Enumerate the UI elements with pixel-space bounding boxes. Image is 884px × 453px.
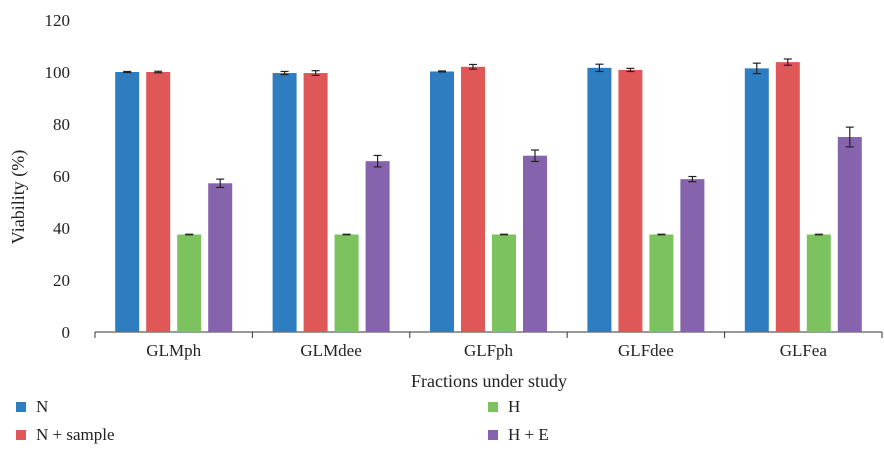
- bar: [680, 179, 705, 332]
- error-bar: [814, 233, 823, 236]
- error-bar: [531, 149, 539, 163]
- legend-item: H + E: [488, 425, 549, 444]
- error-bar: [657, 233, 666, 236]
- bar: [775, 62, 800, 333]
- x-tick-label: GLFph: [464, 341, 514, 360]
- legend-item: N: [16, 397, 48, 416]
- x-tick-label: GLMdee: [300, 341, 361, 360]
- error-bar: [595, 63, 604, 73]
- bar: [492, 234, 516, 332]
- x-tick-label: GLFdee: [618, 341, 674, 360]
- error-bar: [626, 67, 635, 73]
- error-bar: [469, 63, 477, 70]
- error-bar: [373, 154, 382, 168]
- x-tick-label: GLMph: [146, 341, 201, 360]
- legend-swatch: [16, 402, 26, 412]
- legend-swatch: [488, 430, 498, 440]
- bar: [649, 234, 674, 332]
- x-tick-label: GLFea: [780, 341, 828, 360]
- error-bar: [500, 233, 508, 236]
- error-bar: [185, 233, 194, 236]
- error-bar: [280, 70, 289, 76]
- bar: [744, 68, 769, 333]
- legend-label: H: [508, 397, 520, 416]
- y-tick-label: 100: [45, 63, 71, 82]
- error-bar: [845, 126, 854, 148]
- bar: [461, 66, 485, 333]
- bar: [272, 73, 297, 332]
- bar: [177, 234, 202, 332]
- bar: [146, 72, 171, 332]
- bar: [334, 234, 359, 332]
- legend-label: N + sample: [36, 425, 115, 444]
- y-tick-label: 60: [53, 167, 70, 186]
- legend-label: H + E: [508, 425, 549, 444]
- error-bar: [688, 175, 697, 183]
- y-tick-label: 40: [53, 219, 70, 238]
- bar: [837, 137, 862, 332]
- error-bar: [311, 70, 320, 76]
- legend: N N + sample H H + E: [16, 397, 549, 444]
- bar: [587, 67, 612, 332]
- error-bar: [342, 233, 351, 236]
- x-axis-title: Fractions under study: [411, 371, 567, 391]
- y-tick-label: 0: [62, 323, 71, 342]
- legend-swatch: [488, 402, 498, 412]
- error-bar: [216, 178, 225, 189]
- legend-label: N: [36, 397, 48, 416]
- y-tick-label: 20: [53, 271, 70, 290]
- plot-area: 0 20 40 60 80 100 120 GLMph GLMdee GLFph GLFdee GLF…: [45, 11, 883, 360]
- legend-swatch: [16, 430, 26, 440]
- legend-item: H: [488, 397, 520, 416]
- bar: [618, 69, 643, 333]
- error-bar: [752, 62, 761, 75]
- legend-item: N + sample: [16, 425, 115, 444]
- bar: [115, 72, 140, 332]
- error-bar: [123, 70, 132, 74]
- bar: [303, 73, 328, 332]
- error-bar: [783, 58, 792, 66]
- y-tick-label: 80: [53, 115, 70, 134]
- y-axis-title: Viability (%): [8, 150, 29, 244]
- y-tick-label: 120: [45, 11, 71, 30]
- error-bar: [154, 70, 163, 74]
- bar: [208, 183, 233, 332]
- bar: [365, 161, 390, 332]
- bar: [430, 71, 454, 332]
- bar: [523, 155, 547, 332]
- error-bar: [438, 70, 446, 73]
- bar: [806, 234, 831, 332]
